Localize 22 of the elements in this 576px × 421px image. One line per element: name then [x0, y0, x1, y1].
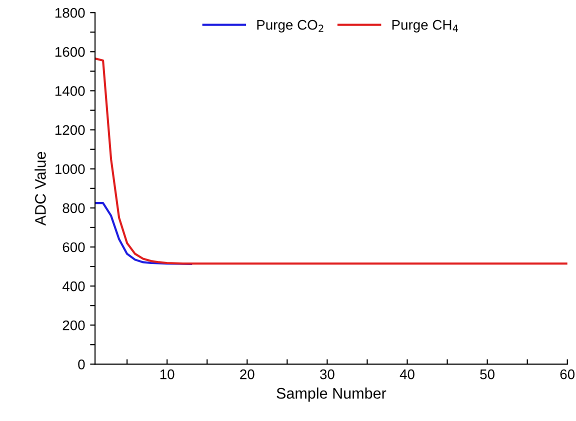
x-axis-title: Sample Number — [276, 388, 386, 402]
y-tick-label: 1200 — [55, 125, 85, 135]
y-tick-label: 1800 — [55, 8, 85, 18]
x-tick-label: 30 — [320, 369, 334, 380]
y-axis-title: ADC Value — [34, 152, 46, 226]
x-tick-label: 10 — [160, 369, 174, 380]
y-tick-label: 1600 — [55, 47, 85, 57]
legend-label: Purge CH$_{4}$ — [392, 20, 458, 32]
y-tick-label: 0 — [78, 360, 85, 370]
y-tick-label: 200 — [62, 320, 85, 330]
y-tick-label: 1000 — [55, 164, 85, 174]
line-series — [95, 202, 192, 266]
legend-label: Purge CO$_{2}$ — [257, 20, 324, 32]
line-series — [95, 57, 568, 265]
x-tick-label: 50 — [480, 369, 494, 380]
y-tick-label: 600 — [62, 242, 85, 252]
y-tick-label: 1400 — [55, 86, 85, 96]
x-tick-label: 40 — [400, 369, 414, 380]
y-tick-label: 400 — [62, 281, 85, 292]
x-tick-label: 20 — [240, 369, 254, 380]
y-tick-label: 800 — [62, 203, 85, 214]
x-tick-label: 60 — [560, 369, 575, 380]
